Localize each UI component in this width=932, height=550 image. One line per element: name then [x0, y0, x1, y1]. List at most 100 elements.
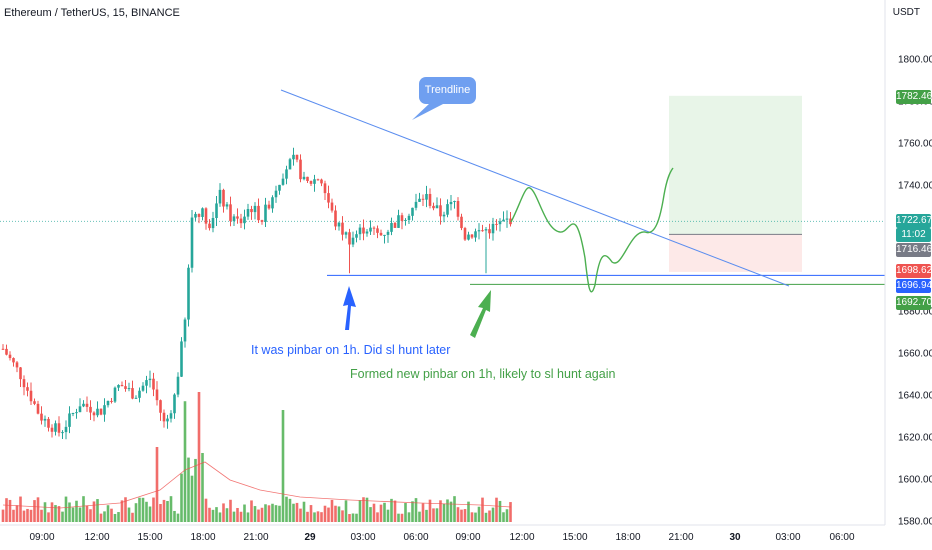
candle-body [474, 231, 477, 238]
volume-bar [397, 513, 400, 522]
volume-bar [414, 498, 418, 522]
candle-body [169, 413, 173, 419]
volume-bar [173, 510, 176, 522]
candle-body [446, 204, 449, 215]
volume-bar [467, 501, 470, 522]
volume-bar [127, 507, 131, 522]
candle-body [320, 179, 323, 184]
candle-body [29, 390, 33, 402]
volume-bar [274, 505, 278, 522]
candle-body [379, 232, 383, 236]
candle-body [264, 204, 267, 222]
candle-body [215, 203, 218, 218]
candle-body [89, 406, 92, 413]
volume-bar [442, 503, 446, 522]
candle-body [243, 216, 246, 224]
candle-body [327, 193, 330, 203]
price-badge-green-support: 1692.70 [896, 296, 932, 310]
volume-bar [358, 500, 362, 522]
candle-body [75, 412, 78, 414]
candle-body [453, 201, 456, 203]
candle-body [285, 169, 288, 179]
volume-bar [446, 499, 449, 522]
x-tick-label: 15:00 [137, 532, 162, 543]
y-tick-label: 1800.00 [898, 55, 932, 66]
candle-body [295, 154, 299, 160]
volume-ma-line [2, 461, 512, 509]
price-badge-stop: 1698.62 [896, 264, 932, 278]
volume-bar [110, 508, 113, 522]
volume-bar [75, 500, 78, 522]
candle-body [442, 214, 446, 217]
chart-title: Ethereum / TetherUS, 15, BINANCE [4, 7, 180, 19]
x-tick-label: 06:00 [403, 532, 428, 543]
candle-body [15, 362, 19, 368]
volume-bar [243, 504, 246, 522]
candlesticks [1, 147, 512, 440]
volume-bar [5, 498, 8, 522]
candle-body [505, 218, 509, 220]
candle-body [498, 221, 502, 225]
volume-bar [330, 499, 334, 522]
candle-body [33, 401, 36, 404]
candle-body [390, 222, 393, 232]
candle-body [201, 208, 204, 217]
candle-body [470, 234, 474, 238]
x-tick-label: 09:00 [29, 532, 54, 543]
volume-bar [61, 511, 64, 522]
volume-bar [428, 499, 432, 522]
volume-bar [92, 501, 96, 522]
candle-body [22, 379, 26, 388]
volume-bar [190, 475, 194, 522]
candle-body [159, 400, 162, 413]
y-tick-label: 1640.00 [898, 391, 932, 402]
candle-body [456, 201, 460, 217]
volume-bar [40, 509, 43, 522]
countdown-badge: 11:02 [896, 228, 931, 242]
candle-body [113, 387, 117, 402]
volume-bar [138, 497, 141, 522]
candle-body [134, 397, 138, 399]
candle-body [71, 413, 75, 415]
volume-bar [152, 497, 155, 522]
volume-bar [386, 509, 390, 522]
volume-bars [1, 392, 512, 522]
volume-bar [257, 509, 260, 522]
volume-bar [502, 512, 505, 522]
callout-pointer [412, 103, 445, 120]
candle-body [463, 228, 467, 240]
candle-body [348, 232, 351, 245]
candle-body [257, 205, 260, 221]
candle-body [152, 378, 155, 390]
volume-bar [15, 505, 19, 522]
candle-body [449, 202, 453, 205]
candle-body [393, 222, 397, 228]
volume-bar [267, 505, 271, 522]
volume-bar [89, 509, 92, 522]
volume-bar [159, 504, 162, 522]
candle-body [351, 237, 355, 245]
volume-bar [372, 503, 376, 522]
volume-bar [288, 498, 292, 522]
volume-bar [327, 507, 330, 522]
candle-body [236, 216, 239, 219]
volume-bar [379, 504, 383, 522]
drawings-layer[interactable] [280, 89, 885, 338]
volume-bar [194, 458, 197, 522]
candle-body [407, 215, 411, 220]
candle-body [386, 231, 390, 235]
candle-body [460, 216, 463, 229]
candle-body [467, 234, 470, 240]
trendline-callout[interactable]: Trendline [419, 77, 476, 104]
candle-body [208, 223, 211, 229]
candle-body [176, 376, 180, 395]
volume-bar [509, 502, 512, 522]
price-badge-support: 1696.94 [896, 279, 932, 293]
candle-body [204, 208, 208, 224]
volume-bar [232, 511, 236, 522]
candle-body [138, 390, 141, 398]
price-badge-target: 1782.46 [896, 90, 932, 104]
y-tick-label: 1600.00 [898, 475, 932, 486]
volume-bar [344, 500, 348, 522]
